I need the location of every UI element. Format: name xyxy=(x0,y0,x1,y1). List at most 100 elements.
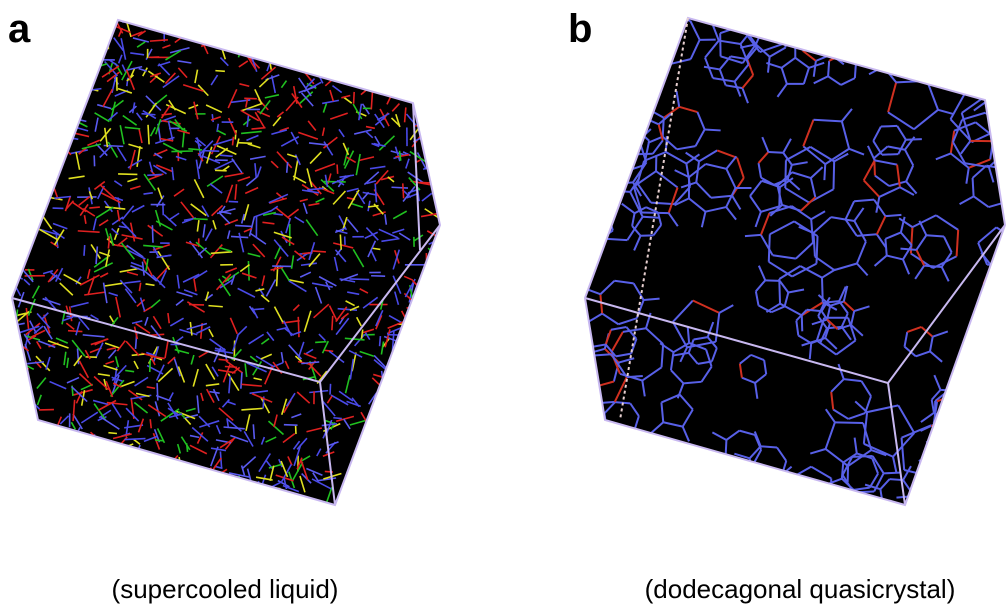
bond xyxy=(120,446,123,460)
bond xyxy=(18,184,39,185)
bond xyxy=(566,373,581,377)
bond xyxy=(432,389,434,402)
bond xyxy=(374,446,382,452)
bond xyxy=(34,52,42,57)
bond xyxy=(898,68,914,76)
bond xyxy=(0,425,12,429)
bond xyxy=(52,479,69,484)
bond xyxy=(828,20,835,34)
bond xyxy=(411,9,416,27)
bond xyxy=(17,378,26,386)
bond xyxy=(976,434,986,447)
bond xyxy=(786,4,799,14)
bond xyxy=(601,518,605,533)
bond xyxy=(143,493,161,497)
bond xyxy=(389,50,408,58)
bond xyxy=(31,437,35,445)
bond xyxy=(405,464,421,475)
bond xyxy=(413,399,429,406)
bond xyxy=(73,74,87,77)
bond xyxy=(404,378,419,393)
bond xyxy=(72,49,87,52)
bond xyxy=(12,67,31,69)
bond xyxy=(26,499,34,505)
bond xyxy=(572,381,587,404)
bond xyxy=(666,1,670,17)
bond xyxy=(601,502,614,510)
bond xyxy=(348,26,362,31)
bond xyxy=(756,516,762,531)
bond xyxy=(915,42,929,50)
bond xyxy=(745,235,761,236)
bond xyxy=(218,496,224,517)
bond xyxy=(330,384,331,395)
bond xyxy=(831,502,845,510)
bond xyxy=(964,372,975,382)
bond xyxy=(870,40,884,48)
bond xyxy=(627,490,634,513)
bond xyxy=(425,399,437,407)
bond xyxy=(42,435,47,450)
bond xyxy=(25,175,45,182)
bond xyxy=(50,74,68,83)
bond xyxy=(147,174,162,175)
bond xyxy=(321,28,341,32)
bond xyxy=(433,10,434,23)
bond xyxy=(407,429,411,443)
bond xyxy=(926,235,944,236)
bond xyxy=(145,466,160,473)
bond xyxy=(165,483,183,489)
bond xyxy=(105,474,115,476)
bond xyxy=(996,98,1000,129)
bond xyxy=(410,380,428,393)
bond xyxy=(137,461,150,462)
bond xyxy=(761,446,777,447)
bond xyxy=(91,488,107,501)
bond xyxy=(742,479,754,488)
bond xyxy=(851,21,860,34)
bond xyxy=(413,380,431,386)
bond xyxy=(969,81,984,85)
bond xyxy=(17,472,21,491)
bond xyxy=(365,442,371,457)
bond xyxy=(742,502,753,511)
bond xyxy=(771,496,787,498)
bond xyxy=(29,482,34,500)
bond xyxy=(32,123,42,137)
bond xyxy=(67,58,78,63)
bond xyxy=(381,38,391,41)
bond xyxy=(407,416,419,420)
bond xyxy=(241,373,242,389)
bond xyxy=(949,439,953,455)
bond xyxy=(615,487,617,502)
bond xyxy=(986,96,1008,113)
bond xyxy=(572,488,578,511)
bond xyxy=(629,117,644,125)
bond xyxy=(60,8,61,26)
bond xyxy=(370,61,378,64)
bond xyxy=(15,417,29,418)
bond xyxy=(893,509,894,525)
bond xyxy=(587,190,602,213)
bond xyxy=(1002,39,1008,47)
bond xyxy=(1005,169,1008,185)
bond xyxy=(100,492,106,508)
bond xyxy=(567,511,578,522)
bond xyxy=(602,156,621,173)
bond xyxy=(387,419,400,420)
bond xyxy=(946,500,968,508)
bond xyxy=(431,61,446,68)
bond xyxy=(378,47,394,56)
bond xyxy=(272,47,282,52)
bond xyxy=(67,447,71,467)
bond xyxy=(587,214,600,239)
bond xyxy=(653,51,670,64)
bond xyxy=(919,8,926,22)
bond xyxy=(396,388,401,405)
bond xyxy=(419,425,432,427)
bond xyxy=(17,477,28,484)
panel-label: b xyxy=(568,7,592,51)
bond xyxy=(591,238,600,251)
panel-a: a (supercooled liquid) xyxy=(0,7,453,604)
bond xyxy=(958,393,976,407)
